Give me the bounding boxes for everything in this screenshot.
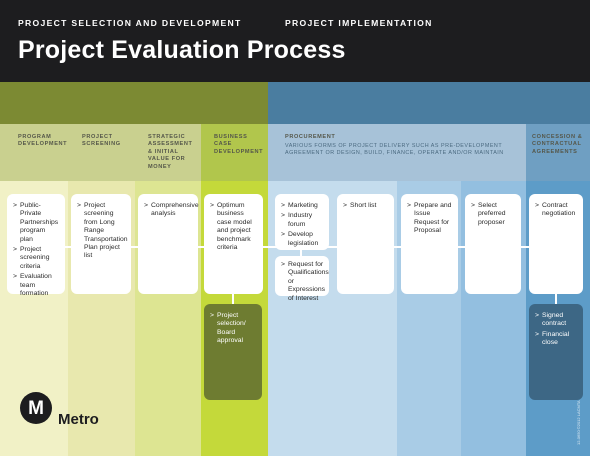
- step-item: > Optimum business case model and project…: [210, 202, 252, 252]
- section-selection-label: PROJECT SELECTION AND DEVELOPMENT: [18, 18, 242, 28]
- step-item: > Select preferred proposer: [471, 202, 506, 226]
- column-header-strip: [268, 124, 526, 181]
- step-item: > Request for Qualifications or Expressio…: [281, 261, 329, 302]
- flow-connector-down: [232, 294, 234, 304]
- column-label-business-case: BUSINESS CASE DEVELOPMENT: [214, 134, 264, 155]
- step-item: > Signed contract: [535, 312, 567, 328]
- column-header-strip: [0, 124, 68, 181]
- step-item: > Project selection/ Board approval: [210, 312, 246, 345]
- credit-text: 12-0650 ©2012 LACMTA: [576, 400, 581, 445]
- column-header-strip: [135, 124, 201, 181]
- step-box-financial-close: > Signed contract > Financial close: [529, 304, 583, 400]
- step-item: > Contract negotiation: [535, 202, 576, 218]
- step-item: > Comprehensive analysis: [144, 202, 199, 218]
- column-label-program-development: PROGRAM DEVELOPMENT: [18, 134, 68, 148]
- step-item: > Short list: [343, 202, 377, 209]
- step-box-board-approval: > Project selection/ Board approval: [204, 304, 262, 400]
- step-item: > Industry forum: [281, 212, 313, 228]
- column-header-strip: [68, 124, 135, 181]
- step-item: > Develop legislation: [281, 231, 319, 247]
- step-box-contract-negotiation: > Contract negotiation: [529, 194, 583, 294]
- column-label-procurement: PROCUREMENT: [285, 134, 336, 140]
- step-box-strategic-assessment: > Comprehensive analysis: [138, 194, 199, 294]
- step-item: > Project screening from Long Range Trans…: [77, 202, 128, 260]
- procurement-description: VARIOUS FORMS OF PROJECT DELIVERY SUCH A…: [285, 143, 504, 157]
- step-item: > Financial close: [535, 330, 570, 347]
- page-title: Project Evaluation Process: [18, 36, 346, 64]
- step-item: > Marketing: [281, 202, 318, 209]
- step-box-project-screening: > Project screening from Long Range Trans…: [71, 194, 131, 294]
- step-item: > Project screening criteria: [13, 246, 50, 270]
- step-box-request-for-qualifications: > Request for Qualifications or Expressio…: [275, 256, 329, 302]
- column-label-project-screening: PROJECT SCREENING: [82, 134, 121, 148]
- column-label-concession: CONCESSION & CONTRACTUAL AGREEMENTS: [532, 134, 583, 155]
- column-header-strip: [526, 124, 590, 181]
- column-label-strategic-assessment: STRATEGIC ASSESSMENT & INITIAL VALUE FOR…: [148, 134, 193, 170]
- section-implementation-band: [268, 82, 590, 124]
- step-box-program-development: > Public-Private Partnerships program pla…: [7, 194, 65, 297]
- metro-wordmark: Metro: [58, 411, 99, 428]
- step-box-request-for-proposal: > Prepare and Issue Request for Proposal: [401, 194, 458, 294]
- step-item: > Prepare and Issue Request for Proposal: [407, 202, 452, 235]
- step-item: > Evaluation team formation: [13, 273, 52, 298]
- step-item: > Public-Private Partnerships program pla…: [13, 202, 59, 243]
- metro-logo-icon: M: [20, 392, 52, 424]
- step-box-short-list: > Short list: [337, 194, 394, 294]
- section-implementation-label: PROJECT IMPLEMENTATION: [285, 18, 433, 28]
- flow-connector-down: [300, 250, 302, 256]
- step-box-preferred-proposer: > Select preferred proposer: [465, 194, 521, 294]
- flow-connector-down: [555, 294, 557, 304]
- title-band: [0, 0, 590, 82]
- section-selection-band: [0, 82, 268, 124]
- step-box-marketing: > Marketing > Industry forum > Develop legi…: [275, 194, 329, 250]
- column-header-strip: [201, 124, 268, 181]
- step-box-business-case: > Optimum business case model and project…: [204, 194, 263, 294]
